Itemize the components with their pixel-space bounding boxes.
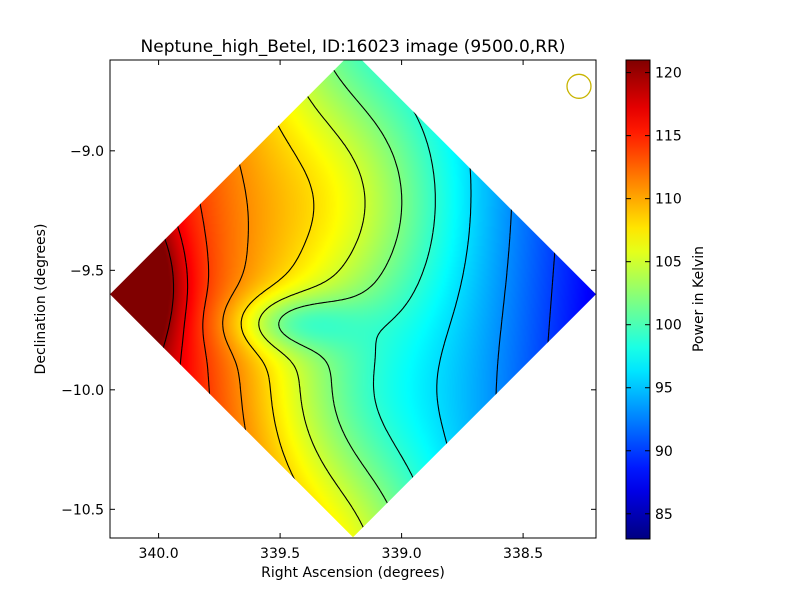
y-tick-label: −10.0: [61, 383, 104, 399]
x-tick-label: 339.5: [260, 546, 300, 562]
plot-frame: [109, 59, 597, 539]
colorbar-tick-label: 115: [655, 129, 682, 145]
colorbar-label: Power in Kelvin: [691, 246, 707, 352]
y-tick-label: −9.5: [70, 263, 104, 279]
colorbar-ticks: 85 90 95 100 105 110 115 120: [626, 66, 682, 523]
x-axis: 340.0 339.5 339.0 338.5: [139, 60, 543, 562]
colorbar-tick-label: 90: [655, 444, 673, 460]
x-tick-label: 339.0: [382, 546, 422, 562]
colorbar-tick-label: 100: [655, 318, 682, 334]
heatmap-image: [110, 60, 596, 538]
colorbar-tick-label: 120: [655, 66, 682, 82]
x-tick-label: 338.5: [503, 546, 543, 562]
colorbar-tick-label: 105: [655, 255, 682, 271]
x-tick-label: 340.0: [139, 546, 179, 562]
contour-line: [579, 340, 596, 538]
colorbar-tick-label: 85: [655, 507, 673, 523]
plot-area: [110, 60, 596, 538]
y-tick-label: −9.0: [70, 144, 104, 160]
y-axis: −9.0 −9.5 −10.0 −10.5: [61, 144, 596, 518]
colorbar: 85 90 95 100 105 110 115 120 Power in Kelvin: [625, 59, 707, 540]
x-axis-title: Right Ascension (degrees): [261, 565, 445, 581]
colorbar-tick-label: 110: [655, 192, 682, 208]
y-tick-label: −10.5: [61, 502, 104, 518]
beam-marker: [566, 73, 592, 99]
colorbar-tick-label: 95: [655, 381, 673, 397]
y-axis-title: Declination (degrees): [33, 224, 49, 375]
colorbar-gradient: [625, 59, 651, 540]
chart-title: Neptune_high_Betel, ID:16023 image (9500…: [141, 37, 566, 57]
